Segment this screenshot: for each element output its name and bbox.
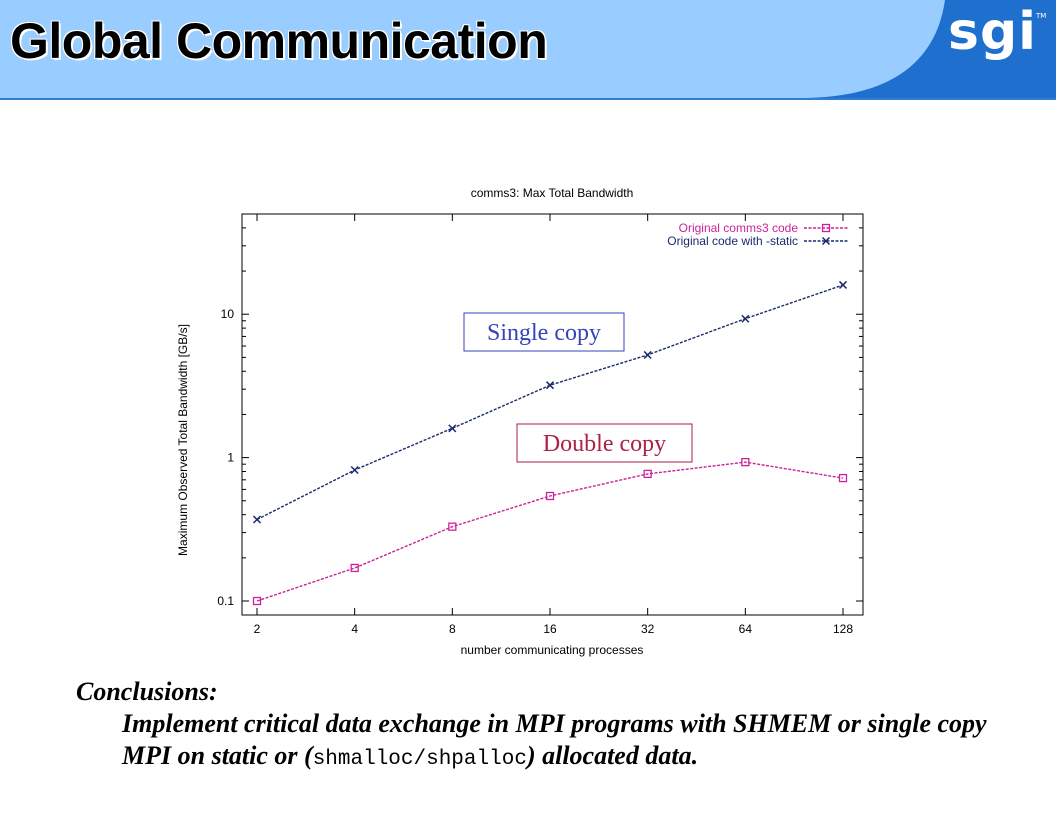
x-tick-label: 128 xyxy=(833,622,853,636)
x-axis-label: number communicating processes xyxy=(461,643,644,657)
x-tick-label: 2 xyxy=(254,622,261,636)
conclusions-body: Implement critical data exchange in MPI … xyxy=(122,708,1036,776)
point-mark-b xyxy=(545,381,555,390)
legend-marker-1 xyxy=(821,223,831,233)
conclusions-text-part2: ) allocated data. xyxy=(526,741,699,770)
series-layer xyxy=(252,280,848,606)
conclusions-text-part1: Implement critical data exchange in MPI … xyxy=(122,709,987,770)
point-mark-b xyxy=(252,515,262,524)
data-point xyxy=(350,465,359,475)
header-swoosh xyxy=(800,0,1056,98)
annotation-label-1: Single copy xyxy=(487,320,601,346)
annotation-box-2 xyxy=(516,423,693,463)
slide-header: Global Communication sgi TM xyxy=(0,0,1056,100)
annotation-box-1 xyxy=(463,312,625,352)
y-tick-label: 0.1 xyxy=(217,594,234,608)
series-line-1 xyxy=(256,461,844,602)
y-tick-label: 10 xyxy=(221,307,235,321)
legend-label-1: Original comms3 code xyxy=(679,221,799,235)
point-mark-b xyxy=(350,465,359,475)
data-point xyxy=(545,491,555,501)
x-tick-label: 32 xyxy=(641,622,655,636)
data-point xyxy=(643,469,652,479)
axis-ticks: 2 4 8 16 32 64 128 0.1 1 10 xyxy=(217,213,863,636)
data-point xyxy=(350,563,359,573)
conclusions-heading: Conclusions: xyxy=(76,677,218,706)
legend-marker-2 xyxy=(821,236,831,246)
point-mark-b xyxy=(741,314,750,323)
annotation-label-2: Double copy xyxy=(543,431,666,457)
data-point xyxy=(838,473,848,483)
data-point xyxy=(643,350,652,359)
legend-mark-b xyxy=(821,236,831,246)
x-tick-label: 8 xyxy=(449,622,456,636)
data-point xyxy=(545,381,555,390)
y-axis-label: Maximum Observed Total Bandwidth [GB/s] xyxy=(176,324,190,556)
x-tick-label: 64 xyxy=(739,622,753,636)
data-point xyxy=(252,596,262,606)
sgi-logo: sgi xyxy=(948,2,1037,62)
plot-frame xyxy=(241,213,864,616)
y-tick-label: 1 xyxy=(227,451,234,465)
bandwidth-chart: comms3: Max Total Bandwidth number commu… xyxy=(176,186,864,657)
logo-trademark: TM xyxy=(1036,12,1047,20)
data-point xyxy=(741,457,750,467)
point-mark-b xyxy=(838,280,848,289)
data-point xyxy=(252,515,262,524)
chart-annotations: Single copy Double copy xyxy=(463,312,693,463)
data-point xyxy=(448,424,457,433)
conclusions-code: shmalloc/shpalloc xyxy=(312,748,527,771)
slide-title: Global Communication xyxy=(10,13,548,69)
data-point xyxy=(838,280,848,289)
legend-label-2: Original code with -static xyxy=(667,234,798,248)
x-tick-label: 16 xyxy=(543,622,557,636)
point-mark-b xyxy=(448,424,457,433)
data-point xyxy=(448,522,457,531)
chart-title: comms3: Max Total Bandwidth xyxy=(471,186,634,200)
point-mark-b xyxy=(643,350,652,359)
conclusions-block: Conclusions: Implement critical data exc… xyxy=(76,676,1036,776)
x-tick-label: 4 xyxy=(351,622,358,636)
data-point xyxy=(741,314,750,323)
